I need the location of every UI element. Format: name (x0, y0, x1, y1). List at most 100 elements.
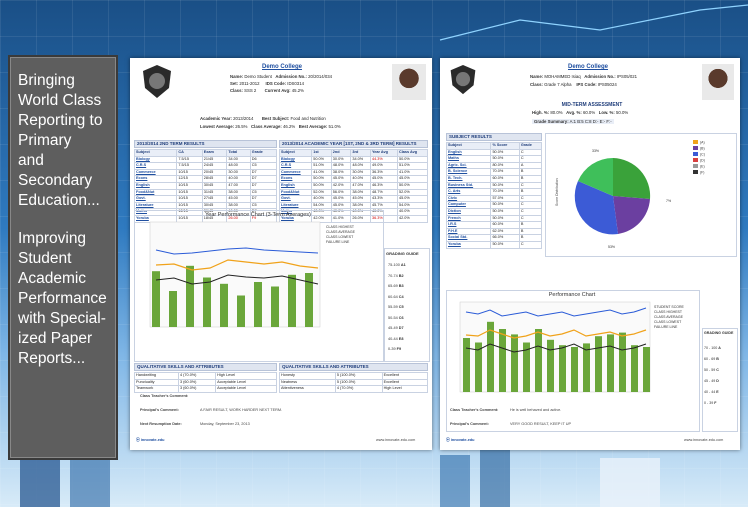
subject-row: Civic 57.0% C (445, 194, 543, 203)
student-info-2: Class: Grade 7 Alpha IPS Code: IPS05024 (530, 82, 617, 87)
chart-bar (203, 277, 211, 327)
svg-text:CLASS LOWEST: CLASS LOWEST (326, 235, 354, 239)
principal-comment-label: Principal's Comment: (140, 408, 179, 412)
svg-text:Score Distribution: Score Distribution (555, 178, 559, 206)
grading-guide-box (702, 328, 738, 432)
resumption-date-label: Next Resumption Date: (140, 422, 182, 426)
svg-text:(E): (E) (700, 165, 705, 169)
subject-row: English 50.0% C (445, 148, 543, 157)
performance-chart-box (446, 290, 700, 432)
brand-logo: ⦿ innovate-edu (446, 438, 475, 442)
chart-bar (152, 271, 160, 327)
chart-bar (607, 334, 614, 392)
term-results-table: Subject CA Exam Total Grade Biology 7.5/15 21/… (133, 149, 278, 223)
subject-row: C. Arts 70.0% B (445, 188, 543, 196)
grading-guide-title: GRADING GUIDE (386, 251, 419, 256)
chart-bar (271, 286, 279, 327)
summary-2: Lowest Average: 26.5% Class Average: 46.… (200, 124, 341, 129)
qual-right-table: Honesty 5 (100.0%) Excellent Neatness 5 (10… (279, 372, 429, 393)
subject-row: Social Std. 66.0% B (445, 234, 543, 242)
chart-bar (254, 282, 262, 327)
chart-bar (237, 295, 245, 327)
svg-text:CLASS HIGHEST: CLASS HIGHEST (654, 310, 683, 314)
promo-text-2: Improving Student Academic Performance wit… (18, 230, 107, 367)
section-term-results: 2013/2014 2ND TERM RESULTS (134, 140, 277, 148)
chart-bar (583, 343, 590, 392)
chart-bar (463, 338, 470, 392)
student-info-3: Class: SSS 2 Current Avg: 45.2% (230, 88, 304, 93)
svg-text:FAILURE LINE: FAILURE LINE (654, 325, 678, 329)
principal-comment-text: A FAIR RESULT, WORK HARDER NEXT TERM. (200, 408, 283, 412)
grade-summary: Grade Summary: A:1 B:5 C:8 D:- E:- F:- (532, 119, 614, 124)
chart-bar (475, 342, 482, 392)
subject-row: Yoruba 50.0% C (445, 240, 543, 249)
subject-row: French 50.0% C (445, 214, 543, 223)
svg-text:(D): (D) (700, 159, 705, 163)
pie-chart-box (545, 133, 737, 257)
year-results-table: Subject 1st 2nd 3rd Year Avg Class Avg Biolog… (278, 149, 429, 223)
promo-text-1: Bringing World Class Reporting to Primary … (18, 72, 103, 209)
assessment-stats: High. %: 80.0% Avg. %: 60.0% Low. %: 50.… (532, 110, 629, 115)
grading-guide-box (384, 248, 430, 362)
resumption-date-text: Monday, September 23, 2013 (200, 422, 250, 426)
class-teacher-comment-text: He is well behaved and active. (510, 408, 562, 412)
subject-row: Maths 50.0% C (445, 155, 543, 163)
chart-bar (487, 321, 494, 392)
chart-bar (523, 342, 530, 392)
subject-row: P.H.E 62.0% B (445, 227, 543, 236)
chart-bar (619, 332, 626, 392)
qual-right-title: QUALITATIVE SKILLS AND ATTRIBUTES (279, 363, 428, 371)
grading-guide-list: 75-100 A1 70-74 B2 65-69 B3 60-64 C4 55-59 … (388, 263, 406, 351)
subject-row: Business Std. 50.0% C (445, 181, 543, 190)
svg-text:53%: 53% (608, 245, 615, 249)
year-chart-title: Year Performance Chart (3-Term Averages) (205, 212, 311, 218)
subject-row: I.R.S 60.0% B (445, 221, 543, 229)
chart-bar (631, 345, 638, 392)
svg-text:STUDENT SCORE: STUDENT SCORE (654, 305, 685, 309)
svg-text:(B): (B) (700, 147, 705, 151)
subject-row: Computer 50.0% C (445, 201, 543, 209)
grading-guide-title: GRADING GUIDE (704, 331, 734, 335)
promo-panel: Bringing World Class Reporting to Primary … (8, 55, 118, 460)
report-card-midterm: Demo College Name: MOHAMMED Isiaq Admiss… (440, 58, 740, 450)
school-logo-icon (450, 65, 476, 95)
chart-bar (571, 347, 578, 392)
chart-bar (169, 291, 177, 327)
qual-left-title: QUALITATIVE SKILLS AND ATTRIBUTES (134, 363, 277, 371)
class-teacher-comment-label: Class Teacher's Comment: (140, 394, 189, 398)
principal-comment-text: VERY GOOD RESULT, KEEP IT UP (510, 422, 572, 426)
score-distribution-pie: Score Distribution (A) (B) (C) (D) (E) (… (555, 140, 705, 249)
chart-bar (643, 347, 650, 392)
chart-bar (559, 345, 566, 392)
student-photo (702, 64, 734, 100)
subject-row: Diction 50.0% C (445, 207, 543, 216)
year-chart-box (134, 210, 384, 362)
subject-results-table: Subject% Score Grade English 50.0% C Maths 50… (445, 142, 543, 249)
principal-comment-label: Principal's Comment: (450, 422, 489, 426)
chart-bar (220, 283, 228, 327)
chart-bar (186, 265, 194, 327)
school-name: Demo College (568, 64, 609, 70)
assessment-title: MID-TERM ASSESSMENT (561, 102, 623, 108)
subject-results-title: SUBJECT RESULTS (446, 133, 542, 141)
grading-guide-list: 70 - 100 A 60 - 69 B 50 - 59 C 45 - 49 D… (704, 346, 721, 405)
student-info-2: Set: 2011-2012 IDS Code: IDS0314 (230, 81, 304, 86)
performance-chart-title: Performance Chart (548, 292, 596, 298)
subject-row: B. Tech. 60.0% B (445, 174, 543, 183)
chart-bar (499, 329, 506, 392)
section-year-results: 2013/2014 ACADEMIC YEAR [1ST, 2ND & 3RD … (279, 140, 428, 148)
svg-text:(F): (F) (700, 171, 704, 175)
class-teacher-comment-label: Class Teacher's Comment: (450, 408, 499, 412)
svg-text:(A): (A) (700, 141, 705, 145)
school-logo-icon (143, 65, 171, 98)
report-card-term: Demo College Name: Demo Student Admissio… (130, 58, 432, 450)
svg-text:(C): (C) (700, 153, 705, 157)
chart-bar (288, 274, 296, 327)
student-info-1: Name: MOHAMMED Isiaq Admission No.: IPS0… (530, 74, 637, 79)
svg-text:FAILURE LINE: FAILURE LINE (326, 240, 350, 244)
chart-bar (305, 273, 313, 327)
chart-bar (535, 329, 542, 392)
chart-bar (511, 334, 518, 392)
svg-text:7%: 7% (666, 199, 671, 203)
